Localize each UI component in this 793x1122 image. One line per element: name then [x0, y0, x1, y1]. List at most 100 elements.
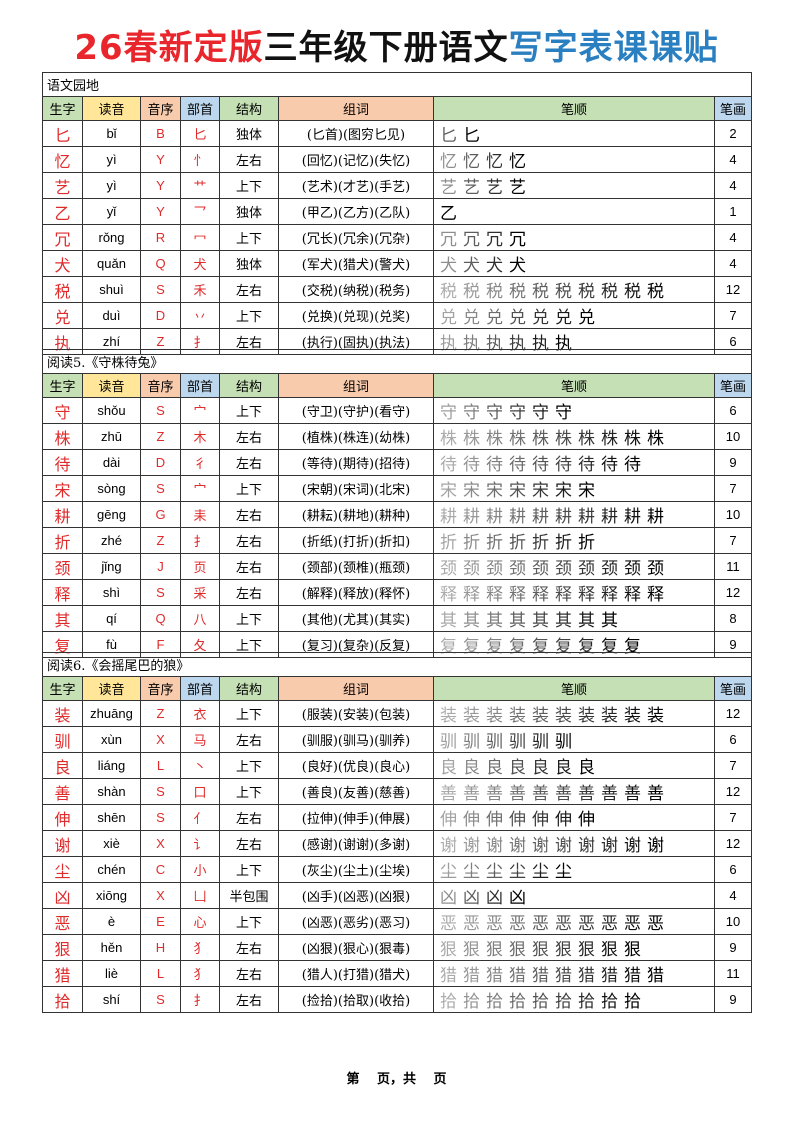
stroke-count: 4	[713, 250, 753, 277]
initial-letter: H	[140, 934, 181, 961]
radical: 马	[180, 726, 220, 753]
stroke-order: 守守守守守守	[433, 397, 715, 424]
stroke-step: 执	[440, 334, 459, 354]
pinyin: zhé	[82, 527, 141, 554]
stroke-step: 谢	[509, 836, 528, 856]
stroke-step: 复	[509, 637, 528, 657]
stroke-step: 谢	[532, 836, 551, 856]
column-header: 读音	[82, 373, 141, 398]
stroke-step: 其	[532, 611, 551, 631]
stroke-step: 株	[578, 429, 597, 449]
stroke-step: 释	[647, 585, 666, 605]
table-row: 装 zhuāng Z 衣上下 (服装)(安装)(包装) 装装装装装装装装装装 12	[42, 700, 753, 727]
stroke-step: 尘	[509, 862, 528, 882]
stroke-step: 复	[486, 637, 505, 657]
stroke-order: 尘尘尘尘尘尘	[433, 856, 715, 883]
table-row: 凶 xiōng X 凵半包围 (凶手)(凶恶)(凶狠) 凶凶凶凶 4	[42, 882, 753, 909]
stroke-step: 谢	[555, 836, 574, 856]
stroke-step: 善	[624, 784, 643, 804]
stroke-step: 乙	[440, 204, 459, 224]
words: (植株)(株连)(幼株)	[278, 423, 434, 450]
stroke-step: 释	[509, 585, 528, 605]
character: 其	[42, 605, 83, 632]
stroke-step: 拾	[601, 992, 620, 1012]
stroke-step: 颈	[440, 559, 459, 579]
stroke-step: 释	[463, 585, 482, 605]
initial-letter: C	[140, 856, 181, 883]
structure: 左右	[219, 934, 279, 961]
column-header: 组词	[278, 676, 434, 701]
stroke-step: 拾	[555, 992, 574, 1012]
stroke-step: 株	[440, 429, 459, 449]
stroke-step: 拾	[578, 992, 597, 1012]
radical: 禾	[180, 276, 220, 303]
stroke-step: 其	[555, 611, 574, 631]
structure: 上下	[219, 302, 279, 329]
stroke-step: 耕	[578, 507, 597, 527]
stroke-step: 艺	[463, 178, 482, 198]
initial-letter: S	[140, 579, 181, 606]
stroke-step: 忆	[463, 152, 482, 172]
stroke-step: 其	[578, 611, 597, 631]
stroke-step: 犬	[463, 256, 482, 276]
structure: 上下	[219, 908, 279, 935]
stroke-step: 恶	[463, 914, 482, 934]
stroke-step: 拾	[486, 992, 505, 1012]
stroke-step: 株	[486, 429, 505, 449]
character: 忆	[42, 146, 83, 173]
radical: 匕	[180, 120, 220, 147]
words: (良好)(优良)(良心)	[278, 752, 434, 779]
stroke-step: 驯	[555, 732, 574, 752]
initial-letter: Z	[140, 527, 181, 554]
stroke-count: 6	[713, 397, 753, 424]
stroke-step: 其	[463, 611, 482, 631]
stroke-step: 驯	[440, 732, 459, 752]
stroke-step: 释	[486, 585, 505, 605]
stroke-order: 释释释释释释释释释释	[433, 579, 715, 606]
stroke-step: 其	[509, 611, 528, 631]
table-row: 待 dài D 彳左右 (等待)(期待)(招待) 待待待待待待待待待 9	[42, 449, 753, 476]
stroke-step: 狠	[532, 940, 551, 960]
words: (折纸)(打折)(折扣)	[278, 527, 434, 554]
column-header: 生字	[42, 676, 83, 701]
radical: 彳	[180, 449, 220, 476]
stroke-step: 狠	[509, 940, 528, 960]
stroke-step: 宋	[509, 481, 528, 501]
stroke-order: 谢谢谢谢谢谢谢谢谢谢	[433, 830, 715, 857]
column-header: 部首	[180, 373, 220, 398]
stroke-count: 2	[713, 120, 753, 147]
stroke-step: 恶	[624, 914, 643, 934]
stroke-step: 猎	[578, 966, 597, 986]
stroke-step: 猎	[463, 966, 482, 986]
stroke-step: 犬	[440, 256, 459, 276]
radical: 犭	[180, 960, 220, 987]
stroke-step: 释	[532, 585, 551, 605]
column-header: 笔顺	[433, 373, 715, 398]
stroke-step: 颈	[624, 559, 643, 579]
title-part-2: 三年级下册语文	[263, 28, 509, 68]
pinyin: zhuāng	[82, 700, 141, 727]
stroke-count: 9	[713, 449, 753, 476]
stroke-step: 复	[601, 637, 620, 657]
stroke-order: 狠狠狠狠狠狠狠狠狠	[433, 934, 715, 961]
stroke-order: 装装装装装装装装装装	[433, 700, 715, 727]
stroke-step: 伸	[509, 810, 528, 830]
stroke-order: 颈颈颈颈颈颈颈颈颈颈	[433, 553, 715, 580]
stroke-step: 狠	[440, 940, 459, 960]
radical: 丶	[180, 752, 220, 779]
stroke-step: 恶	[578, 914, 597, 934]
stroke-step: 兑	[509, 308, 528, 328]
stroke-step: 兑	[578, 308, 597, 328]
words: (拉伸)(伸手)(伸展)	[278, 804, 434, 831]
table-row: 善 shàn S 口上下 (善良)(友善)(慈善) 善善善善善善善善善善 12	[42, 778, 753, 805]
character: 狠	[42, 934, 83, 961]
initial-letter: D	[140, 302, 181, 329]
table-row: 谢 xiè X 讠左右 (感谢)(谢谢)(多谢) 谢谢谢谢谢谢谢谢谢谢 12	[42, 830, 753, 857]
writing-table: 阅读6.《会摇尾巴的狼》 生字 读音 音序 部首 结构 组词 笔顺 笔画装 zhuāng Z 衣上下(…	[41, 652, 753, 1013]
stroke-order: 凶凶凶凶	[433, 882, 715, 909]
stroke-step: 颈	[647, 559, 666, 579]
initial-letter: Y	[140, 198, 181, 225]
section-title: 阅读6.《会摇尾巴的狼》	[41, 652, 753, 677]
page-footer: 第 页，共 页	[346, 1072, 447, 1087]
